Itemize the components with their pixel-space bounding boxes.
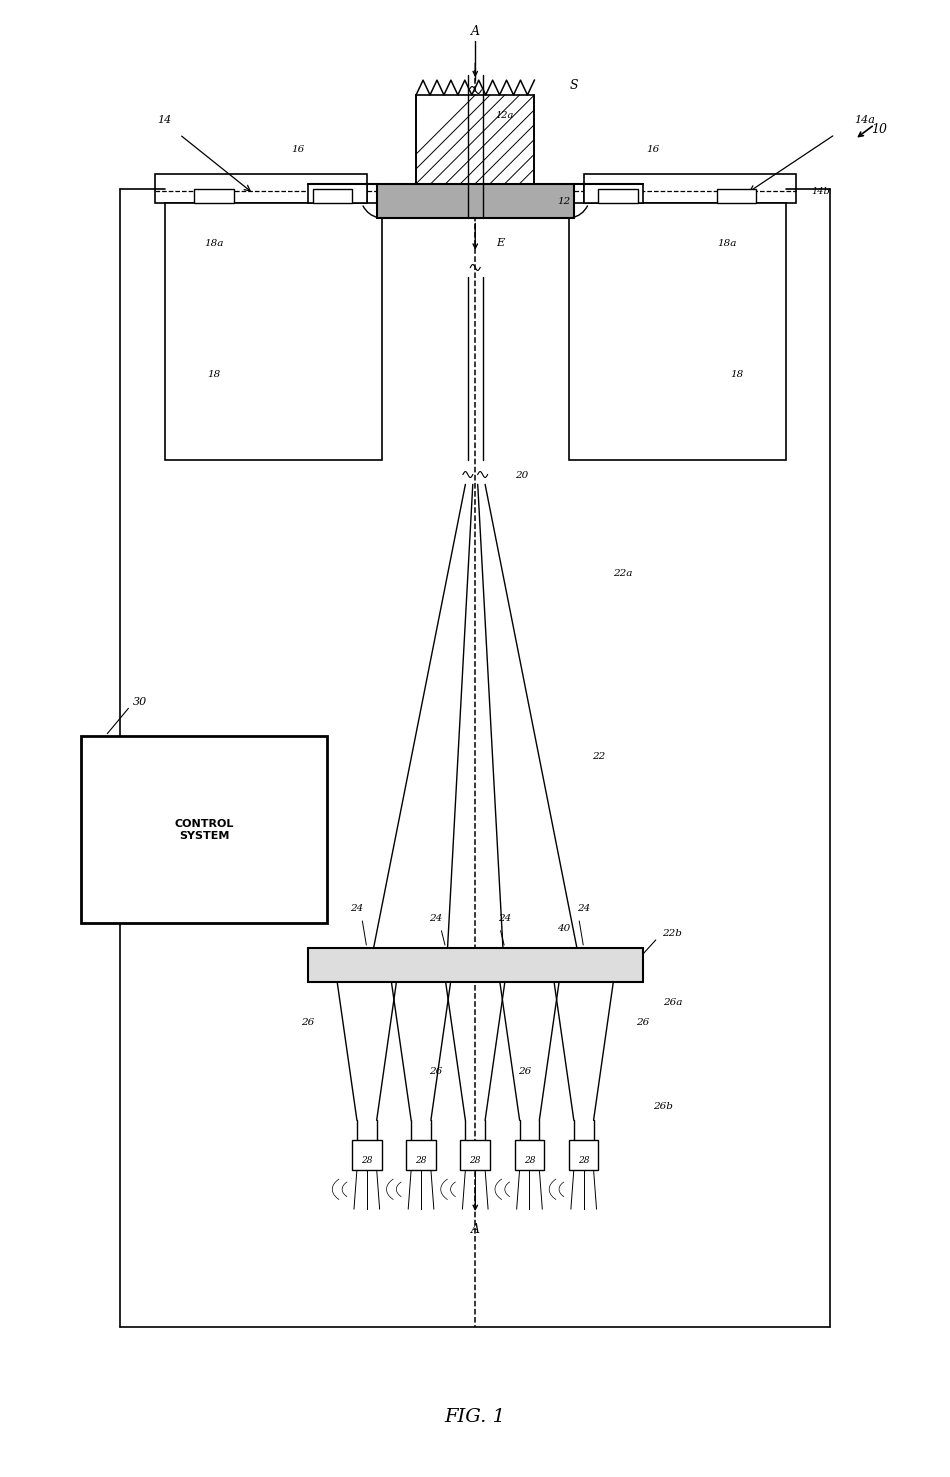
Text: 30: 30 [133,697,147,706]
Text: 26a: 26a [662,997,682,1007]
Text: 26b: 26b [653,1102,673,1111]
Bar [460,1140,490,1170]
Text: 16: 16 [291,145,304,154]
Text: 22a: 22a [613,569,633,578]
Text: 20: 20 [515,470,528,480]
Bar [164,204,381,459]
Text: 24: 24 [498,914,511,923]
Bar [155,174,367,204]
Text: 12a: 12a [495,111,514,120]
Bar [352,1140,381,1170]
Bar [583,185,642,204]
Bar [81,736,327,923]
Bar [308,185,367,204]
Text: 18: 18 [207,371,220,380]
Text: S: S [569,80,578,92]
Text: 40: 40 [557,923,570,932]
Text: 14a: 14a [854,115,875,126]
Text: 18: 18 [730,371,743,380]
Bar [514,1140,544,1170]
Text: 26: 26 [518,1066,531,1075]
Bar [376,185,574,219]
Text: 24: 24 [429,914,442,923]
Text: 28: 28 [523,1155,535,1164]
Text: 26: 26 [301,1018,314,1027]
Bar [416,96,534,185]
Text: 10: 10 [871,124,887,136]
Text: 26: 26 [429,1066,442,1075]
Text: A: A [470,1223,480,1235]
Text: 18a: 18a [204,239,223,248]
Bar [598,189,637,204]
Bar [406,1140,436,1170]
Text: 14b: 14b [810,188,829,196]
Text: 24: 24 [351,904,363,913]
Text: CONTROL
SYSTEM: CONTROL SYSTEM [175,818,234,840]
Bar [194,189,234,204]
Text: 16: 16 [646,145,659,154]
Text: 28: 28 [415,1155,427,1164]
Text: E: E [496,238,504,248]
Bar [313,189,352,204]
Bar [716,189,756,204]
Text: 26: 26 [636,1018,649,1027]
Bar [583,174,795,204]
Bar [308,948,642,982]
Text: 22: 22 [592,752,605,761]
Text: 14: 14 [158,115,172,126]
Text: 12: 12 [557,196,570,205]
Text: 22b: 22b [662,929,682,938]
Bar [569,204,786,459]
Text: 28: 28 [469,1155,481,1164]
Text: 18a: 18a [716,239,736,248]
Text: 24: 24 [577,904,590,913]
Bar [569,1140,598,1170]
Text: FIG. 1: FIG. 1 [445,1408,505,1425]
Text: 28: 28 [361,1155,372,1164]
Text: 28: 28 [578,1155,589,1164]
Text: A: A [470,25,480,38]
